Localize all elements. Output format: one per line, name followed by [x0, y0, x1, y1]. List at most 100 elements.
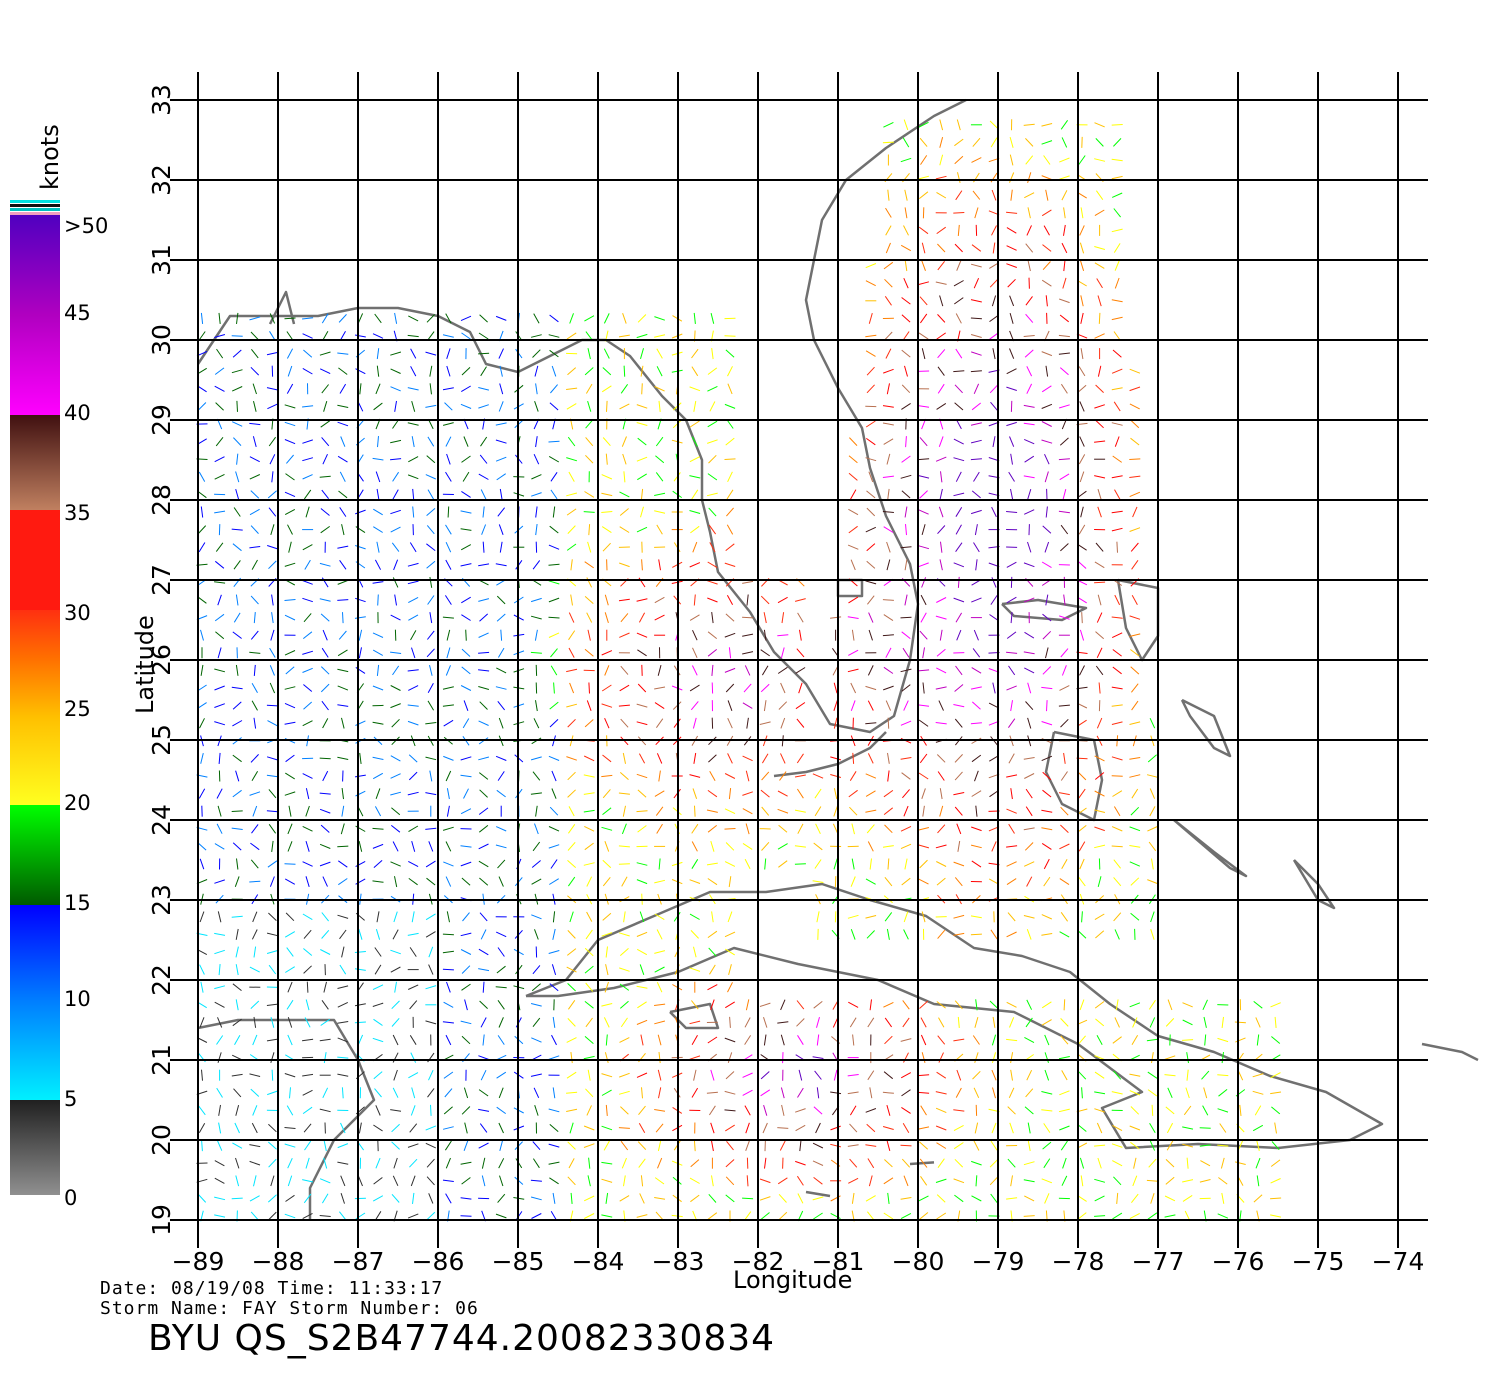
wind-vector [479, 1000, 488, 1009]
wind-vector [460, 1161, 472, 1165]
wind-vector [532, 349, 541, 358]
wind-vector [391, 1017, 400, 1027]
lon-tick-label: −84 [572, 1247, 625, 1276]
wind-vector [887, 858, 890, 870]
wind-vector [354, 1003, 366, 1007]
wind-vector [706, 1091, 718, 1094]
wind-vector [1027, 717, 1032, 729]
wind-vector [446, 629, 451, 641]
wind-vector [535, 805, 538, 817]
wind-vector [885, 348, 892, 359]
wind-vector [269, 682, 276, 694]
wind-vector [902, 789, 910, 799]
wind-vector [1063, 207, 1066, 219]
wind-vector [900, 1072, 912, 1079]
wind-vector [480, 489, 487, 500]
wind-vector [970, 509, 982, 515]
wind-vector [763, 700, 767, 712]
wind-vector [548, 440, 560, 443]
wind-vector [461, 965, 471, 974]
wind-vector [445, 1193, 452, 1204]
wind-vector [604, 717, 610, 729]
wind-vector [885, 647, 892, 658]
wind-vector [693, 312, 696, 324]
wind-vector [1078, 788, 1086, 799]
wind-vector [443, 719, 454, 727]
wind-vector [1111, 299, 1123, 303]
wind-vector [1165, 1159, 1175, 1168]
wind-vector [1270, 1072, 1281, 1079]
wind-vector [392, 1175, 399, 1187]
wind-vector [337, 845, 349, 848]
wind-vector [1080, 207, 1084, 219]
wind-vector [566, 492, 578, 497]
wind-vector [428, 1069, 434, 1081]
wind-vector [1043, 876, 1051, 887]
wind-vector [707, 561, 718, 569]
wind-vector [216, 1140, 223, 1151]
wind-vector [619, 508, 629, 516]
wind-vector [690, 525, 700, 534]
wind-vector [425, 913, 436, 921]
wind-vector [1274, 1016, 1277, 1028]
wind-vector [970, 370, 982, 373]
wind-vector [373, 1124, 383, 1132]
wind-vector [866, 1123, 876, 1133]
wind-vector [601, 492, 613, 497]
wind-vector [570, 594, 573, 606]
wind-vector [341, 524, 345, 536]
wind-vector [231, 386, 243, 392]
wind-vector [252, 436, 257, 448]
wind-vector [1042, 261, 1051, 271]
wind-vector [443, 1001, 454, 1008]
wind-vector [745, 770, 750, 782]
wind-vector [391, 542, 400, 552]
wind-vector [1094, 262, 1105, 269]
wind-vector [373, 1018, 383, 1026]
wind-vector [935, 1125, 947, 1131]
wind-vector [602, 754, 612, 763]
wind-vector [744, 1035, 752, 1045]
wind-vector [319, 598, 331, 602]
wind-vector [1023, 335, 1035, 337]
wind-vector [654, 614, 665, 621]
wind-vector [989, 278, 999, 288]
wind-vector [392, 471, 400, 482]
wind-vector [742, 1197, 754, 1200]
wind-vector [940, 471, 943, 483]
wind-vector [412, 506, 415, 518]
wind-vector [390, 685, 401, 691]
wind-vector [833, 682, 838, 694]
wind-vector [499, 1175, 504, 1187]
wind-vector [250, 525, 259, 534]
wind-vector [390, 703, 401, 709]
wind-vector [796, 718, 805, 728]
wind-vector [410, 1105, 416, 1116]
wind-vector [267, 1194, 277, 1203]
wind-vector [442, 686, 454, 690]
wind-vector [1006, 386, 1017, 391]
wind-vector [214, 1177, 225, 1184]
wind-vector [287, 1017, 293, 1028]
wind-vector [1094, 122, 1105, 128]
wind-vector [692, 788, 698, 799]
wind-vector [478, 807, 489, 815]
lon-tick-label: −78 [1052, 1247, 1105, 1276]
wind-vector [1129, 826, 1141, 832]
wind-vector [657, 1140, 662, 1152]
lon-tick-label: −82 [732, 1247, 785, 1276]
wind-vector [900, 474, 912, 479]
wind-vector [1097, 295, 1102, 307]
wind-vector [904, 189, 908, 201]
wind-vector [287, 365, 293, 377]
wind-vector [814, 1070, 822, 1080]
wind-vector [444, 402, 453, 411]
wind-vector [1024, 773, 1035, 779]
wind-vector [319, 562, 331, 567]
wind-vector [425, 722, 437, 725]
wind-vector [619, 491, 630, 498]
wind-vector [1151, 1052, 1154, 1064]
wind-vector [443, 1071, 454, 1079]
wind-vector [884, 278, 893, 288]
wind-vector [548, 826, 560, 832]
